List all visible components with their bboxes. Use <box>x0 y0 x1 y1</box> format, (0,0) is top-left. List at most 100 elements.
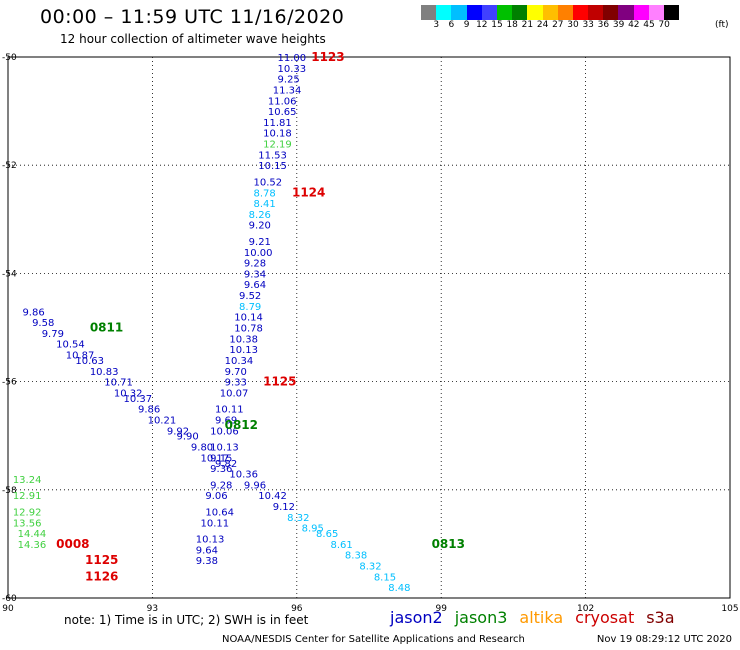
color-scale-label: 27 <box>552 20 564 30</box>
map-frame <box>7 56 731 599</box>
swh-values: 11.0010.339.2511.3411.0610.6511.8110.181… <box>13 53 411 594</box>
swh-value: 9.20 <box>249 221 271 232</box>
swh-value: 10.87 <box>66 351 95 362</box>
swh-value: 14.44 <box>18 529 47 540</box>
track-time-label: 0813 <box>432 537 465 551</box>
satellite-legend: jason2 jason3 altika cryosat s3a <box>390 608 687 627</box>
color-swatch <box>496 5 513 20</box>
swh-value: 10.37 <box>124 394 153 405</box>
color-swatch <box>557 5 573 20</box>
swh-value: 9.58 <box>32 318 54 329</box>
swh-value: 10.00 <box>244 248 273 259</box>
track-time-label: 0812 <box>225 418 258 432</box>
swh-value: 9.90 <box>176 432 198 443</box>
swh-value: 9.38 <box>196 556 218 567</box>
color-scale-label: 36 <box>597 20 610 30</box>
color-scale-label: 70 <box>658 20 670 30</box>
color-scale-labels: 3 6 9 12 15 18 21 24 27 30 33 36 39 42 45 70 <box>421 20 740 34</box>
track-time-labels: 1123 1124 1125 1125 1126 0008 0811 0812 0813 <box>56 50 465 583</box>
track-time-label: 1125 <box>85 553 118 567</box>
swh-value: 10.13 <box>229 345 258 356</box>
color-swatch <box>572 5 589 20</box>
x-tick-label: 99 <box>435 604 447 614</box>
swh-value: 9.25 <box>278 75 300 86</box>
y-tick-label: -50 <box>2 53 17 63</box>
swh-value: 10.14 <box>234 313 263 324</box>
track-time-label: 1126 <box>85 569 118 583</box>
swh-value: 9.70 <box>225 367 247 378</box>
x-tick-label: 93 <box>147 604 158 614</box>
color-scale-label: 6 <box>448 20 455 30</box>
track-time-label: 0008 <box>56 537 89 551</box>
swh-value: 8.48 <box>388 583 410 594</box>
color-swatch <box>512 5 528 20</box>
swh-value: 10.71 <box>104 378 133 389</box>
swh-value: 10.07 <box>220 388 249 399</box>
swh-value: 10.64 <box>205 507 234 518</box>
swh-value: 13.24 <box>13 475 42 486</box>
track-time-label: 1124 <box>292 185 325 199</box>
swh-value: 8.41 <box>253 199 275 210</box>
x-tick-label: 102 <box>577 604 594 614</box>
color-scale-label: 21 <box>521 20 534 30</box>
swh-value: 10.52 <box>253 177 282 188</box>
color-scale-label: 30 <box>567 20 579 30</box>
swh-value: 10.36 <box>229 470 258 481</box>
swh-value: 9.96 <box>244 480 266 491</box>
swh-value: 12.91 <box>13 491 42 502</box>
swh-value: 9.64 <box>244 280 266 291</box>
swh-value: 10.13 <box>196 534 225 545</box>
x-tick-label: 90 <box>2 604 14 614</box>
swh-value: 10.11 <box>215 405 244 416</box>
swh-value: 10.38 <box>229 334 258 345</box>
swh-value: 8.32 <box>359 562 381 573</box>
color-swatch <box>451 5 467 20</box>
swh-value: 10.18 <box>263 129 292 140</box>
color-scale-label: 9 <box>463 20 470 30</box>
legend-item-s3a: s3a <box>646 608 675 627</box>
swh-value: 13.56 <box>13 518 42 529</box>
swh-value: 9.86 <box>22 307 44 318</box>
swh-value: 9.21 <box>249 237 271 248</box>
swh-value: 10.32 <box>114 388 143 399</box>
swh-value: 9.69 <box>215 415 237 426</box>
color-swatch <box>436 5 452 20</box>
swh-value: 10.34 <box>225 356 254 367</box>
swh-value: 9.92 <box>167 426 189 437</box>
color-scale-label: 39 <box>612 20 625 30</box>
footer-source: NOAA/NESDIS Center for Satellite Applica… <box>222 634 525 645</box>
color-scale-label: 15 <box>491 20 503 30</box>
legend-item-cryosat: cryosat <box>575 608 635 627</box>
swh-value: 12.19 <box>263 140 292 151</box>
swh-value: 9.86 <box>138 405 160 416</box>
swh-value: 10.13 <box>210 443 239 454</box>
footer: NOAA/NESDIS Center for Satellite Applica… <box>222 634 732 645</box>
units-note: note: 1) Time is in UTC; 2) SWH is in fe… <box>64 613 309 627</box>
swh-value: 10.15 <box>258 161 287 172</box>
swh-value: 10.06 <box>210 426 239 437</box>
y-tick-label: -56 <box>2 378 17 388</box>
footer-timestamp: Nov 19 08:29:12 UTC 2020 <box>596 634 732 645</box>
swh-value: 10.78 <box>234 324 263 335</box>
swh-value: 11.34 <box>273 85 302 96</box>
swh-value: 8.65 <box>316 529 338 540</box>
swh-value: 8.26 <box>249 210 271 221</box>
swh-value: 9.12 <box>273 502 295 513</box>
swh-value: 10.42 <box>258 491 287 502</box>
color-scale-label: 3 <box>433 20 440 30</box>
swh-value: 8.61 <box>330 540 352 551</box>
swh-value: 9.64 <box>196 545 218 556</box>
color-swatch <box>421 5 437 20</box>
swh-value: 8.79 <box>239 302 261 313</box>
swh-value: 8.38 <box>345 551 367 562</box>
page-subtitle: 12 hour collection of altimeter wave hei… <box>60 32 326 46</box>
swh-value: 10.17 <box>201 453 230 464</box>
color-swatch <box>648 5 664 20</box>
color-swatch <box>588 5 604 20</box>
swh-value: 10.21 <box>148 415 177 426</box>
x-tick-label: 105 <box>721 604 738 614</box>
color-swatch <box>542 5 558 20</box>
swh-value: 10.54 <box>56 340 85 351</box>
swh-value: 10.83 <box>90 367 119 378</box>
